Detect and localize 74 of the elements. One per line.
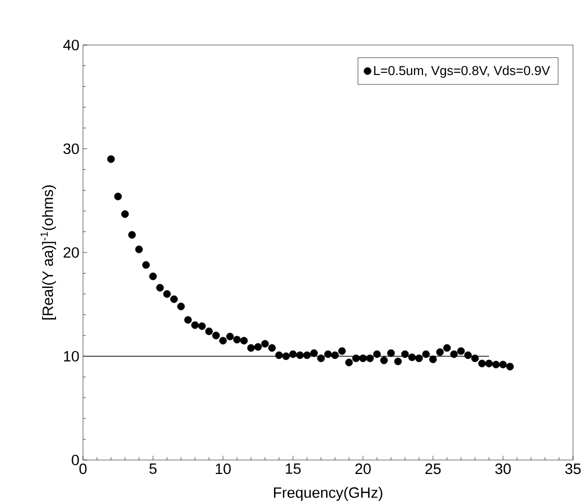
point (492, 360, 500, 368)
point (128, 230, 136, 239)
x-tick-label: 20 (355, 463, 371, 474)
point (156, 284, 164, 292)
y-tick-label: 40 (63, 40, 79, 50)
point (499, 360, 507, 368)
point (366, 354, 374, 362)
point (464, 351, 472, 359)
point (268, 344, 276, 352)
point (345, 358, 353, 366)
point (422, 350, 430, 358)
point (135, 246, 143, 254)
point (177, 302, 185, 310)
point (254, 343, 262, 351)
point (471, 354, 479, 362)
y-tick-label: 10 (64, 350, 79, 362)
point (191, 321, 199, 329)
point (163, 290, 171, 298)
point (352, 354, 360, 362)
point (142, 261, 150, 269)
point (212, 332, 220, 340)
y-tick-label: 30 (63, 143, 79, 154)
y-tick-label: 20 (64, 247, 79, 258)
point (408, 353, 416, 361)
x-tick-label: 5 (149, 463, 157, 474)
point (149, 272, 157, 280)
point (457, 347, 465, 355)
x-axis-title: Frequency(GHz) (274, 486, 382, 501)
point (226, 332, 234, 340)
point (184, 316, 192, 324)
point (485, 360, 493, 368)
point (240, 336, 248, 344)
x-tick-label: 30 (495, 463, 511, 474)
point (415, 354, 423, 362)
point (275, 351, 283, 359)
point (506, 362, 514, 370)
point (303, 351, 311, 359)
point (324, 350, 332, 358)
y-tick-label: 0 (72, 454, 79, 466)
point (450, 350, 458, 358)
x-tick-label: 15 (286, 463, 301, 474)
point (359, 354, 367, 362)
point (373, 350, 381, 358)
point (401, 350, 409, 358)
point (429, 355, 437, 364)
point (219, 336, 227, 344)
point (296, 351, 304, 359)
point (233, 336, 241, 344)
point (436, 348, 444, 356)
point (331, 351, 339, 359)
point (121, 210, 129, 218)
legend-label: L=0.5um, Vgs=0.8V, Vds=0.9V (374, 66, 550, 78)
x-tick-label: 10 (216, 463, 231, 474)
point (198, 322, 206, 330)
point (247, 344, 255, 352)
point (310, 349, 318, 357)
point (170, 295, 178, 303)
point (317, 354, 325, 362)
point (380, 356, 388, 364)
x-tick-label: 0 (79, 463, 87, 474)
point (478, 360, 486, 368)
point (107, 155, 115, 163)
point (282, 352, 290, 360)
x-tick-label: 25 (425, 463, 441, 474)
point (387, 349, 395, 357)
point (394, 358, 402, 366)
point (338, 347, 346, 355)
point (205, 327, 213, 336)
point (289, 350, 297, 358)
y-axis-title: [Real(Y aa)]$^{-1}$(ohms) (40, 185, 56, 320)
point (261, 340, 269, 348)
point (114, 192, 122, 200)
point (443, 344, 451, 352)
x-tick-label: 35 (565, 463, 581, 474)
